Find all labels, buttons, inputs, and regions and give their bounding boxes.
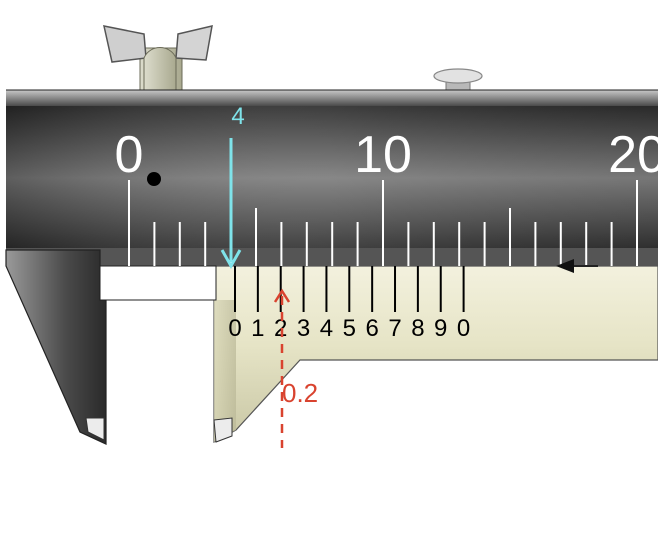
vernier-scale-label: 0: [228, 315, 241, 342]
vernier-scale-label: 8: [411, 315, 424, 342]
vernier-scale-label: 7: [388, 315, 401, 342]
main-scale-label-10: 10: [354, 126, 412, 184]
vernier-reading-annotation: 0.2: [273, 288, 318, 448]
vernier-scale: [234, 266, 465, 312]
left-arrow-icon: [556, 259, 598, 273]
vernier-scale-label: 5: [343, 315, 356, 342]
fixed-jaw-tip: [85, 417, 105, 441]
vernier-reading-label: 0.2: [282, 378, 318, 408]
main-scale-labels: 0 10 20: [115, 126, 658, 184]
vernier-scale-label: 2: [274, 315, 287, 342]
vernier-scale-label: 0: [457, 315, 470, 342]
vernier-scale-label: 6: [365, 315, 378, 342]
vernier-slider: [99, 265, 658, 444]
reference-dot: [147, 172, 161, 186]
slider-jaw-tip: [213, 417, 233, 443]
vernier-scale-label: 4: [320, 315, 333, 342]
depth-pin-icon: [433, 68, 483, 91]
main-scale-label-20: 20: [608, 126, 658, 184]
main-reading-label: 4: [231, 103, 244, 130]
vernier-scale-label: 1: [251, 315, 264, 342]
wing-screw-icon: [103, 25, 213, 91]
fixed-jaw: [5, 249, 107, 445]
vernier-scale-label: 9: [434, 315, 447, 342]
vernier-scale-label: 3: [297, 315, 310, 342]
main-scale-label-0: 0: [115, 126, 144, 184]
main-reading-annotation: 4: [220, 103, 245, 270]
